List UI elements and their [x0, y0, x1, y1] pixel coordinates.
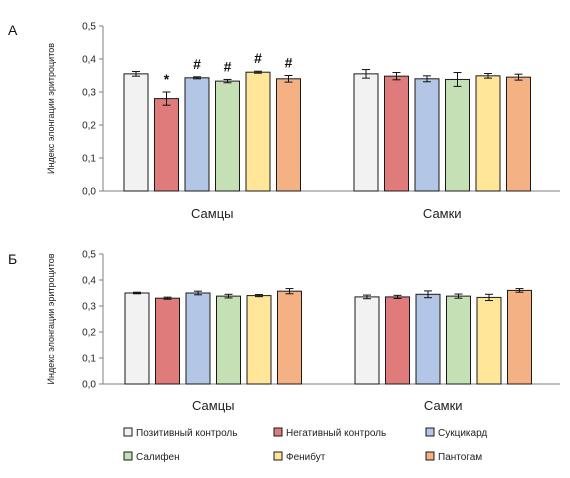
bar — [506, 76, 531, 192]
y-tick-label: 0,4 — [82, 276, 96, 287]
bar — [154, 98, 179, 192]
legend-label: Негативный контроль — [286, 428, 386, 439]
bar — [415, 293, 441, 385]
chart-panel-2: Б 0,0 0,1 0,2 0,3 0,4 0,5 Индекс элонгации эрит… — [8, 250, 560, 413]
bar — [215, 80, 240, 192]
bar — [123, 73, 149, 192]
bar — [475, 75, 501, 192]
x-category-label: Самцы — [191, 206, 234, 221]
bar — [277, 290, 302, 385]
legend-swatch — [425, 427, 435, 437]
legend-item: Пантогам — [425, 451, 482, 463]
bar — [246, 295, 272, 385]
panel-label: А — [8, 22, 18, 38]
x-category-label: Самки — [423, 206, 462, 221]
significance-mark: # — [285, 55, 293, 71]
y-tick-label: 0,4 — [82, 55, 96, 66]
y-tick-label: 0,0 — [82, 187, 96, 198]
significance-mark: # — [224, 58, 232, 74]
legend-item: Сукцикард — [425, 427, 487, 439]
significance-mark: * — [164, 71, 170, 87]
legend-swatch — [273, 427, 283, 437]
y-tick-label: 0,0 — [82, 380, 96, 391]
legend-label: Сукцикард — [438, 428, 487, 439]
y-tick-label: 0,2 — [82, 121, 96, 132]
legend: Позитивный контроль Негативный контроль Су… — [123, 427, 487, 463]
bar — [507, 289, 532, 385]
bar — [446, 295, 471, 385]
bar — [216, 295, 241, 385]
bar — [276, 78, 301, 192]
legend-item: Позитивный контроль — [123, 427, 237, 439]
bar — [414, 78, 440, 192]
chart-panel-1: А 0,0 0,1 0,2 0,3 0,4 0,5 Индекс элонгации эрит… — [8, 22, 560, 221]
legend-swatch — [273, 451, 283, 461]
bar — [354, 296, 380, 385]
legend-label: Пантогам — [438, 452, 482, 463]
legend-swatch — [123, 451, 133, 461]
legend-swatch — [425, 451, 435, 461]
y-axis-title: Индекс элонгации эритроцитов — [46, 253, 56, 384]
bar — [155, 297, 180, 385]
legend-label: Фенибут — [286, 451, 326, 463]
significance-mark: # — [254, 50, 262, 66]
x-category-label: Самцы — [192, 398, 235, 413]
bar — [384, 75, 409, 192]
bar — [184, 77, 210, 192]
panel-label: Б — [8, 251, 17, 267]
legend-label: Салифен — [136, 451, 180, 463]
legend-item: Негативный контроль — [273, 427, 386, 439]
legend-item: Фенибут — [273, 451, 326, 463]
bar — [476, 296, 502, 385]
significance-mark: # — [193, 56, 201, 72]
bar — [185, 292, 211, 385]
bar — [445, 78, 470, 192]
bar — [353, 73, 379, 192]
y-tick-label: 0,3 — [82, 302, 96, 313]
y-tick-label: 0,1 — [82, 354, 96, 365]
bar — [124, 292, 150, 385]
bar — [385, 296, 410, 385]
legend-label: Позитивный контроль — [136, 428, 237, 439]
y-tick-label: 0,5 — [82, 250, 96, 261]
y-tick-label: 0,2 — [82, 328, 96, 339]
y-tick-label: 0,3 — [82, 88, 96, 99]
legend-item: Салифен — [123, 451, 180, 463]
y-tick-label: 0,5 — [82, 22, 96, 33]
y-axis-title: Индекс элонгации эритроцитов — [46, 43, 56, 174]
legend-swatch — [123, 427, 133, 437]
bar — [245, 71, 271, 192]
y-tick-label: 0,1 — [82, 154, 96, 165]
x-category-label: Самки — [424, 398, 463, 413]
